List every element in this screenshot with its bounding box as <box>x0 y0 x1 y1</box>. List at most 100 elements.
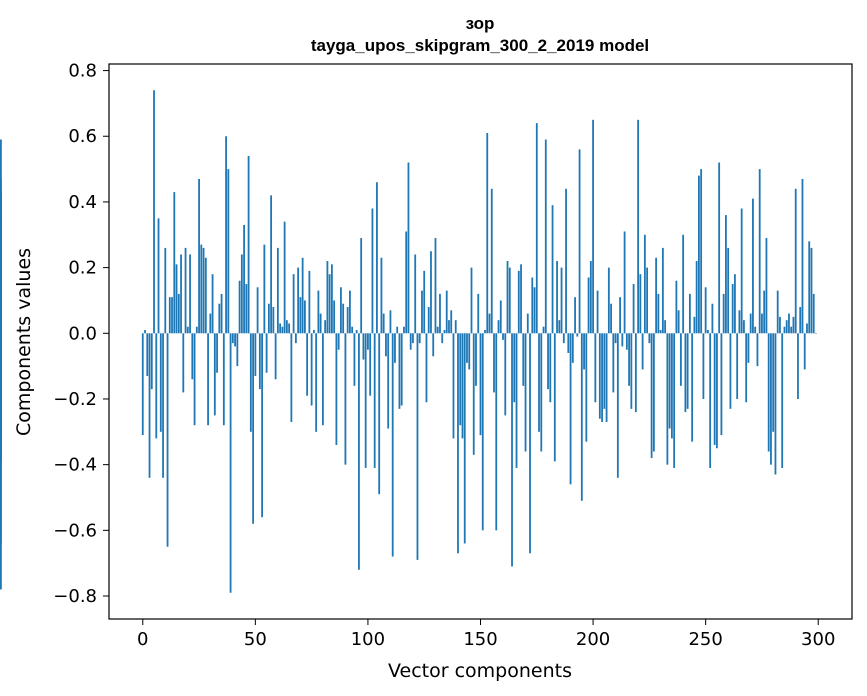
bar <box>810 247 813 334</box>
x-tick-label: 150 <box>463 629 497 650</box>
bar <box>502 333 504 340</box>
bar <box>367 333 369 350</box>
bar <box>770 333 772 465</box>
bar <box>673 333 676 468</box>
bar <box>747 333 750 363</box>
bar <box>727 247 730 334</box>
bar <box>614 333 617 344</box>
bar <box>252 333 254 524</box>
bar <box>668 333 671 429</box>
bar <box>806 323 808 334</box>
bar <box>297 267 300 334</box>
bar <box>463 333 466 544</box>
bar <box>576 333 579 337</box>
bar <box>547 333 549 390</box>
bar <box>529 333 531 554</box>
x-tick-label: 250 <box>688 629 722 650</box>
bar <box>772 333 775 432</box>
bar <box>267 303 270 334</box>
bar <box>443 330 446 334</box>
chart-title: зор <box>466 14 495 33</box>
bar <box>470 267 473 334</box>
bar <box>562 333 565 344</box>
bar <box>605 333 608 422</box>
bar <box>209 313 212 334</box>
bar <box>556 261 558 334</box>
bar <box>168 297 171 334</box>
bar <box>342 303 345 334</box>
bar <box>265 333 268 373</box>
bar <box>779 316 781 334</box>
bar <box>207 333 209 426</box>
bar <box>303 300 306 334</box>
bar <box>319 313 322 334</box>
bar <box>218 303 221 334</box>
bar <box>171 297 173 334</box>
bar <box>567 333 570 353</box>
bar <box>335 333 338 445</box>
bar <box>666 333 669 465</box>
bar <box>497 320 500 334</box>
bar <box>344 333 347 465</box>
bar <box>698 175 700 334</box>
bar <box>346 307 349 334</box>
bar <box>457 333 459 554</box>
bar <box>544 139 547 334</box>
bar <box>650 333 653 459</box>
bar <box>612 333 615 393</box>
bar <box>371 208 374 334</box>
bar <box>486 132 489 334</box>
bars-group <box>0 90 817 593</box>
bar <box>517 270 520 334</box>
bar <box>414 254 417 334</box>
bar <box>204 257 207 334</box>
bar <box>655 257 658 334</box>
bar <box>387 333 390 429</box>
bar <box>189 254 191 334</box>
bar <box>688 293 691 334</box>
bar <box>664 320 667 334</box>
bar <box>560 267 563 334</box>
bar <box>159 333 162 432</box>
bar <box>481 333 484 531</box>
x-tick-label: 300 <box>801 629 835 650</box>
bar <box>634 333 637 413</box>
bar <box>263 244 266 334</box>
bar <box>526 313 529 334</box>
bar <box>0 251 2 334</box>
bar <box>520 264 522 334</box>
bar <box>628 333 630 386</box>
bar <box>394 333 396 363</box>
bar <box>729 333 732 409</box>
bar <box>603 333 606 409</box>
bar <box>333 300 336 334</box>
bar <box>785 320 788 334</box>
bar <box>448 320 450 334</box>
bar <box>416 333 419 560</box>
bar <box>358 333 360 570</box>
bar <box>799 307 802 334</box>
bar <box>213 333 216 416</box>
bar <box>461 333 464 439</box>
bar <box>441 333 444 344</box>
bar <box>184 247 187 334</box>
bar <box>794 188 797 334</box>
bar <box>763 290 766 334</box>
bar <box>571 333 574 363</box>
bar <box>238 280 241 334</box>
bar <box>285 320 288 334</box>
bar <box>695 261 698 334</box>
bar <box>146 333 149 376</box>
bar <box>409 333 412 350</box>
bar <box>504 333 507 416</box>
bar <box>418 333 421 344</box>
bar <box>718 162 721 334</box>
bar <box>220 293 223 334</box>
bar <box>533 287 536 334</box>
y-tick-label: 0.2 <box>68 258 97 279</box>
bar <box>792 316 795 334</box>
bar <box>337 333 340 350</box>
bar <box>702 333 705 399</box>
bar <box>551 205 554 334</box>
bar <box>803 333 806 370</box>
